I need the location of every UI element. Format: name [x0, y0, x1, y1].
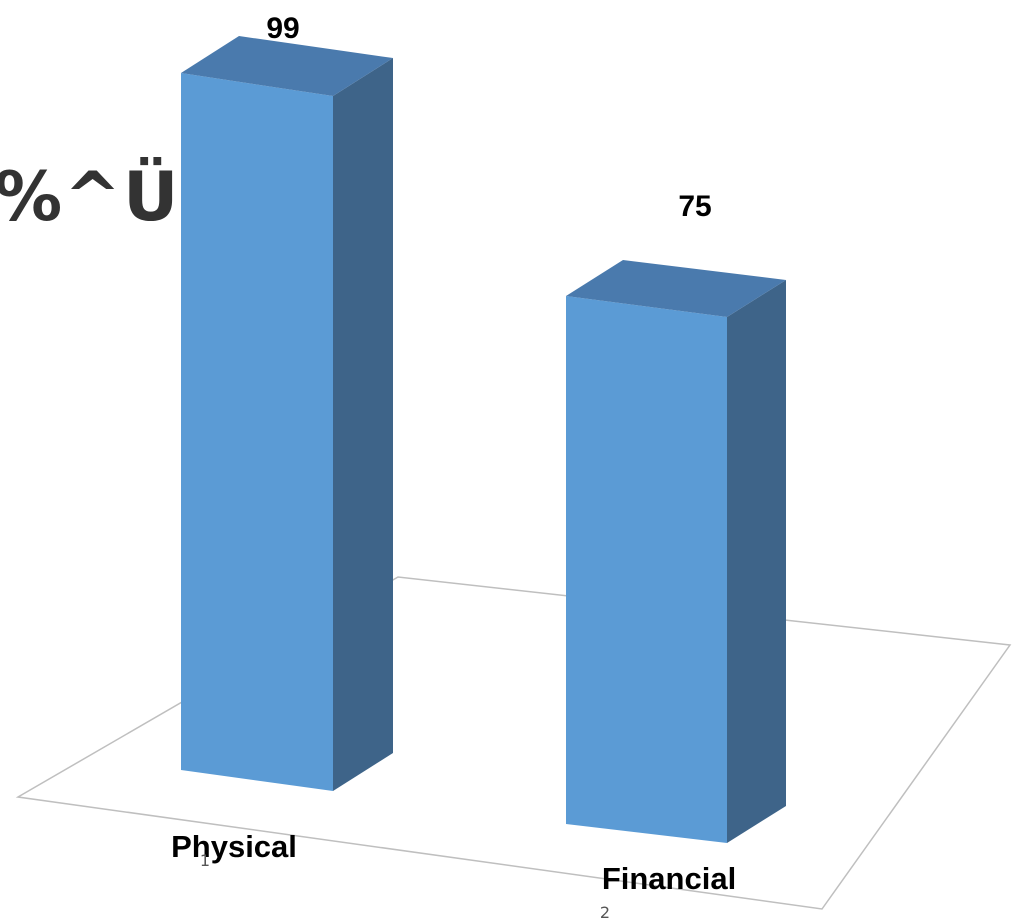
data-label-1: 99	[266, 12, 299, 45]
chart-floor-plane	[15, 576, 1012, 910]
tick-label-2: 2	[600, 903, 610, 920]
bar-top-1	[181, 36, 393, 97]
bar-front-1	[181, 73, 333, 792]
chart-title-fragment: %^Ü	[0, 158, 181, 237]
tick-label-1: 1	[200, 851, 210, 870]
bar-side-2	[727, 280, 786, 843]
bars	[181, 36, 786, 843]
bar-front-2	[566, 296, 727, 843]
bar-top-2	[566, 260, 786, 317]
category-label-1: Physical	[171, 829, 297, 864]
bar-side-1	[333, 58, 393, 792]
chart-floor	[15, 576, 1012, 910]
data-label-2: 75	[678, 190, 711, 223]
category-label-2: Financial	[602, 861, 736, 896]
